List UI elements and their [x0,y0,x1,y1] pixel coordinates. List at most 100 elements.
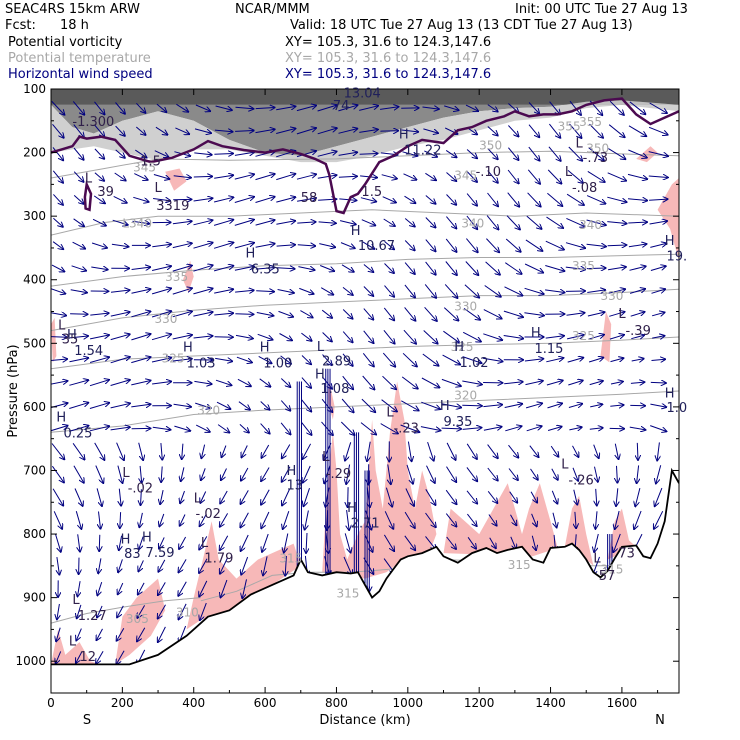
wind-arrow [119,488,121,506]
wind-arrow [338,176,357,177]
wind-arrow [616,488,618,506]
wind-arrow [303,465,311,483]
wind-arrow [152,427,171,429]
wind-arrow [609,312,624,317]
wind-arrow [586,219,606,225]
pv-high-label: H [665,234,675,249]
wind-arrow [131,289,151,294]
pv-high-label: 1.02 [460,356,489,371]
wind-arrow [588,147,604,161]
wind-arrow [487,490,497,503]
wind-arrow [176,103,188,112]
theta-label: 330 [154,312,177,326]
wind-arrow [553,512,557,528]
wind-arrow [214,154,233,155]
pv-low-label: -.10 [476,165,501,180]
wind-arrow [136,102,145,113]
wind-arrow [508,147,518,160]
wind-arrow [282,488,291,505]
wind-arrow [321,398,332,412]
wind-arrow [296,106,316,112]
wind-arrow [423,330,438,344]
wind-arrow [567,170,583,183]
wind-arrow [628,125,646,136]
theta-label: 325 [162,351,185,365]
pv-high-label: 2.89 [322,355,351,370]
wind-arrow [629,289,645,294]
terrain-fill [51,470,679,693]
wind-arrow [359,154,378,155]
wind-arrow [401,376,418,389]
pv-low-label: -.08 [572,181,597,196]
wind-arrow [587,170,605,182]
wind-arrow [301,377,311,388]
wind-arrow [615,443,618,459]
wind-arrow [609,100,624,115]
wind-arrow [551,490,557,504]
x-tick-label: 800 [325,696,348,710]
wind-arrow [487,104,498,112]
theta-contour-325 [51,336,679,370]
wind-arrow [380,131,398,132]
wind-arrow [446,194,457,205]
wind-arrow [408,441,411,462]
wind-arrow [276,268,295,269]
wind-arrow [131,357,150,364]
wind-arrow [110,334,130,341]
pv-low-label: L [58,318,66,333]
wind-arrow [255,268,275,270]
wind-arrow [132,221,150,223]
wind-arrow [152,382,171,385]
field-xy-pv: XY= 105.3, 31.6 to 124.3,147.6 [285,35,492,50]
wind-arrow [200,491,207,503]
pv-high-label: 13.04 [344,86,381,101]
wind-arrow [631,335,644,339]
wind-arrow [610,382,623,385]
wind-arrow [648,176,668,178]
wind-arrow [276,106,295,111]
wind-arrow [52,170,63,183]
valid-time: Valid: 18 UTC Tue 27 Aug 13 (13 CDT Tue … [290,18,633,33]
wind-arrow [110,380,130,386]
forecast-label: Fcst: [5,18,36,33]
wind-arrow [462,405,482,406]
wind-arrow [255,197,275,203]
wind-arrow [420,426,441,431]
wind-arrow [466,215,477,229]
wind-arrow [255,244,275,248]
wind-arrow [381,399,397,412]
theta-label: 330 [454,299,477,313]
wind-arrow [442,354,461,364]
wind-arrow [115,125,125,136]
wind-arrow [73,195,83,203]
wind-arrow [594,533,599,552]
wind-arrow [628,149,646,158]
wind-arrow [296,174,316,180]
pv-high-label: 19. [667,250,688,265]
wind-arrow [199,580,208,597]
wind-arrow [298,267,314,270]
pv-low-label: 39 [97,185,114,200]
pv-high-label: H [665,386,675,401]
wind-arrow [607,196,626,202]
wind-arrow [175,127,189,134]
wind-arrow [441,378,461,386]
wind-arrow [263,556,268,575]
wind-arrow [487,170,498,183]
theta-contour-345 [51,150,679,179]
wind-arrow [216,401,230,409]
wind-arrow [503,336,524,339]
wind-arrow [152,244,171,247]
wind-arrow [445,149,456,157]
wind-arrow [586,244,606,246]
wind-arrow [382,375,397,389]
wind-arrow [404,535,415,550]
wind-arrow [566,313,585,316]
pv-high-label: H [347,501,357,516]
wind-arrow [158,626,166,642]
wind-arrow [179,603,187,619]
wind-arrow [255,174,275,181]
wind-arrow [317,175,337,178]
wind-arrow [384,285,395,297]
wind-arrow [70,290,87,293]
